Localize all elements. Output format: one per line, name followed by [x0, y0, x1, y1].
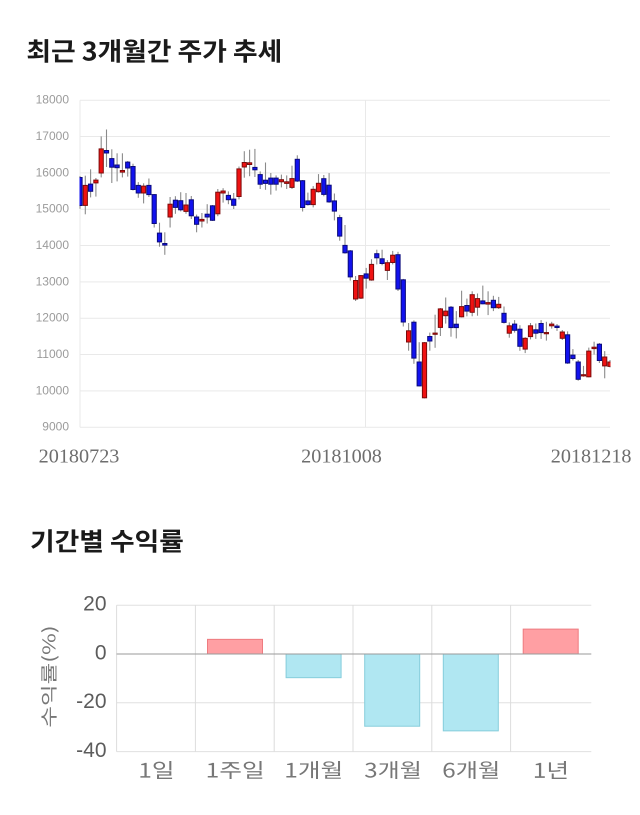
- svg-text:18000: 18000: [36, 93, 70, 107]
- svg-text:17000: 17000: [36, 129, 70, 143]
- svg-text:15000: 15000: [36, 202, 70, 216]
- svg-text:9000: 9000: [42, 420, 69, 434]
- svg-text:20181008: 20181008: [301, 446, 382, 468]
- svg-text:13000: 13000: [36, 274, 70, 288]
- svg-text:11000: 11000: [37, 347, 70, 361]
- svg-text:14000: 14000: [36, 238, 70, 252]
- svg-text:-20: -20: [76, 690, 106, 713]
- svg-text:20: 20: [83, 593, 106, 616]
- svg-text:20181218: 20181218: [551, 446, 632, 468]
- svg-text:10000: 10000: [36, 383, 70, 397]
- svg-text:12000: 12000: [36, 311, 70, 325]
- svg-text:16000: 16000: [36, 165, 70, 179]
- svg-text:-40: -40: [76, 739, 106, 762]
- svg-text:20180723: 20180723: [39, 446, 120, 468]
- svg-text:0: 0: [95, 641, 107, 664]
